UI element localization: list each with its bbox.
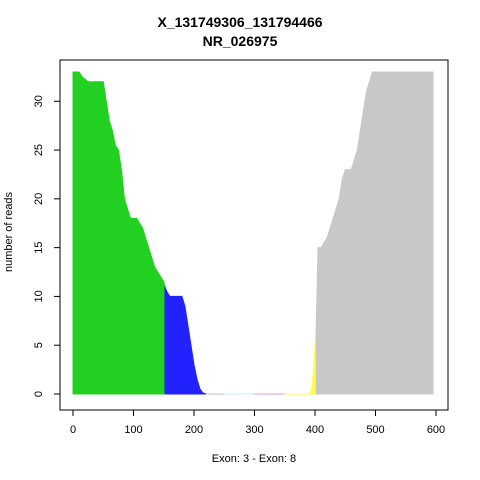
chart-title: X_131749306_131794466 [157, 14, 322, 30]
y-tick-label: 0 [33, 391, 45, 397]
x-axis-label: Exon: 3 - Exon: 8 [212, 453, 296, 465]
coverage-segment-7 [315, 71, 434, 395]
exon-coverage-areas [72, 71, 434, 395]
y-tick-label: 20 [33, 193, 45, 205]
y-tick-label: 10 [33, 290, 45, 302]
coverage-segment-6 [284, 325, 317, 395]
x-tick-label: 600 [427, 424, 445, 436]
y-tick-label: 25 [33, 144, 45, 156]
x-tick-label: 300 [245, 424, 263, 436]
x-tick-label: 0 [70, 424, 76, 436]
chart-subtitle: NR_026975 [203, 33, 278, 49]
x-tick-label: 500 [366, 424, 384, 436]
coverage-segment-2 [164, 286, 207, 395]
y-tick-label: 5 [33, 342, 45, 348]
x-tick-label: 100 [124, 424, 142, 436]
y-tick-label: 30 [33, 95, 45, 107]
x-tick-label: 200 [185, 424, 203, 436]
x-axis: 0 100 200 300 400 500 600 [70, 409, 445, 436]
coverage-segment-1 [72, 71, 166, 395]
y-tick-label: 15 [33, 242, 45, 254]
x-tick-label: 400 [306, 424, 324, 436]
y-axis: 0 5 10 15 20 25 30 [33, 95, 61, 397]
y-axis-label: number of reads [3, 191, 15, 272]
